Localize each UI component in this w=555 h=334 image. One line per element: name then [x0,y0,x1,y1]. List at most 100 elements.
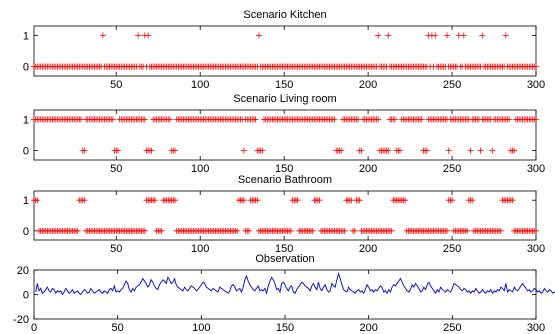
data-point [506,116,513,123]
data-point [166,116,173,123]
x-tick-label: 250 [443,322,461,334]
data-point [81,197,88,204]
data-point [348,197,355,204]
data-point [158,227,165,234]
data-point [375,32,382,39]
data-point [418,116,425,123]
data-point [489,147,496,154]
data-point [445,147,452,154]
data-point [477,147,484,154]
y-tick-label: 0 [23,62,29,74]
x-tick-label: 150 [275,163,293,175]
x-tick-label: 100 [191,79,209,91]
subplot-3: Scenario Bathroom 50 100 150 200 250 300 0 1 [23,174,545,255]
data-point [74,227,81,234]
data-point [172,147,179,154]
data-point [358,147,365,154]
x-tick-label: 100 [192,322,210,334]
data-point [341,227,348,234]
data-point [423,147,430,154]
data-point [467,147,474,154]
data-point [145,32,152,39]
data-point [338,147,345,154]
data-point [316,197,323,204]
x-tick-label: 200 [359,79,377,91]
data-point [99,32,106,39]
x-tick-label: 200 [359,163,377,175]
x-tick-label: 250 [443,79,461,91]
data-point [331,116,338,123]
data-point [432,32,439,39]
data-point [255,32,262,39]
data-point [502,32,509,39]
x-tick-label: 100 [191,243,209,255]
data-point [294,197,301,204]
y-tick-label: 1 [23,30,29,42]
x-tick-label: 300 [527,243,545,255]
data-point [141,227,148,234]
subplot-title: Scenario Living room [233,93,336,105]
data-point [148,147,155,154]
x-tick-label: 150 [275,243,293,255]
data-point [151,197,158,204]
x-tick-label: 300 [527,322,545,334]
x-tick-label: 150 [276,322,294,334]
data-point [245,227,252,234]
data-point [385,147,392,154]
x-tick-label: 50 [110,163,122,175]
y-tick-label: 0 [23,226,29,238]
subplot-1: Scenario Kitchen 50 100 150 200 250 300 0 1 [23,9,545,91]
data-point [511,147,518,154]
data-point [287,227,294,234]
axes-frame [33,269,537,320]
x-tick-label: 300 [527,79,545,91]
x-tick-label: 250 [443,243,461,255]
data-point [385,32,392,39]
data-point [388,227,395,234]
data-point [135,32,142,39]
data-point [351,227,358,234]
x-tick-label: 150 [275,79,293,91]
data-point [533,116,539,123]
x-tick-label: 200 [359,322,377,334]
data-point [240,147,247,154]
y-tick-label: -20 [13,314,29,326]
data-point [78,116,85,123]
data-point [309,227,316,234]
data-point [141,116,148,123]
subplot-title: Observation [255,253,314,265]
data-point [81,147,88,154]
data-point [254,197,261,204]
data-point [479,32,486,39]
data-point [533,63,539,70]
x-tick-label: 300 [527,163,545,175]
x-tick-label: 100 [191,163,209,175]
y-tick-label: 0 [23,146,29,158]
y-tick-label: 1 [23,195,29,207]
data-point [355,116,362,123]
x-tick-label: 50 [110,79,122,91]
data-point [449,197,456,204]
subplot-title: Scenario Bathroom [238,174,332,186]
data-point [252,116,259,123]
data-point [402,197,409,204]
data-point [259,147,266,154]
data-point [391,116,398,123]
data-point [34,197,41,204]
data-point [356,197,363,204]
data-point [109,116,116,123]
data-point [533,227,539,234]
y-tick-label: 20 [17,265,29,277]
data-point [497,227,504,234]
data-point [455,32,462,39]
data-point [234,227,241,234]
data-point [469,197,476,204]
data-point [375,116,382,123]
x-tick-label: 0 [31,322,37,334]
data-point [464,227,471,234]
x-tick-label: 50 [110,243,122,255]
observation-series-line [35,272,555,296]
data-point [444,32,451,39]
